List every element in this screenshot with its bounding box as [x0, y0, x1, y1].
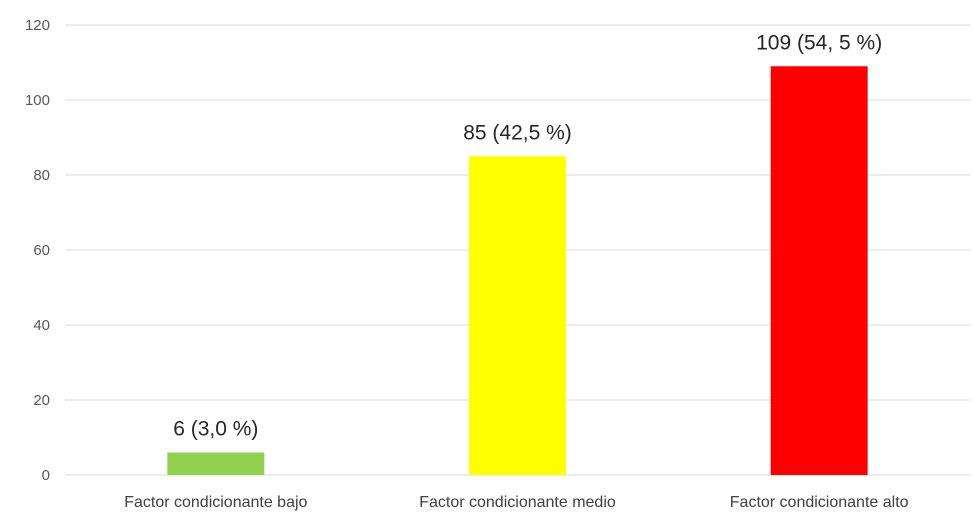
bars [167, 66, 868, 475]
y-tick-label: 120 [25, 17, 50, 34]
y-axis: 0 20 40 60 80 100 120 [25, 17, 50, 484]
x-tick-label-1: Factor condicionante bajo [124, 494, 307, 511]
data-label-2: 85 (42,5 %) [463, 121, 572, 144]
y-tick-label: 40 [33, 317, 50, 334]
data-label-1: 6 (3,0 %) [173, 418, 258, 441]
y-tick-label: 100 [25, 92, 50, 109]
x-tick-label-3: Factor condicionante alto [730, 494, 909, 511]
y-tick-label: 80 [33, 167, 50, 184]
y-tick-label: 0 [42, 467, 50, 484]
x-tick-label-2: Factor condicionante medio [419, 494, 616, 511]
data-label-3: 109 (54, 5 %) [756, 31, 882, 54]
x-axis: Factor condicionante bajo Factor condicio… [124, 494, 908, 511]
bar-1 [167, 452, 265, 475]
bar-3 [770, 66, 868, 475]
y-tick-label: 60 [33, 242, 50, 259]
y-tick-label: 20 [33, 392, 50, 409]
bar-2 [469, 156, 566, 475]
data-labels: 6 (3,0 %) 85 (42,5 %) 109 (54, 5 %) [173, 31, 882, 440]
